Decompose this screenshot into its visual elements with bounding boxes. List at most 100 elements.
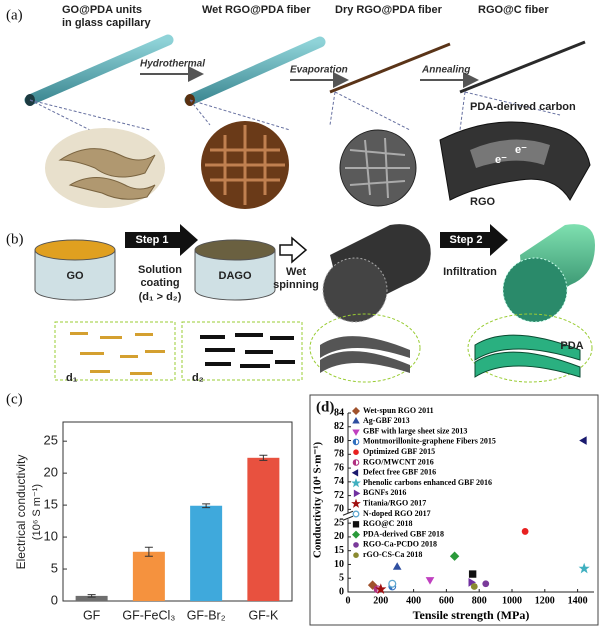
process-label: coating [140, 277, 179, 289]
electron: e⁻ [515, 144, 527, 156]
x-tick-label: 800 [472, 595, 487, 606]
legend-label: RGO-Ca-PCDO 2018 [363, 540, 437, 549]
process-label: spinning [273, 279, 319, 291]
spacing-label: d₂ [192, 372, 204, 384]
y-axis-label: (10⁶ S m⁻¹) [31, 484, 43, 540]
x-tick-label: GF-FeCl₃ [122, 608, 175, 622]
panel-frame [309, 394, 599, 626]
stage-label: Wet RGO@PDA fiber [202, 4, 311, 16]
bar [190, 505, 223, 601]
marker [578, 562, 590, 574]
go-flakes [70, 332, 165, 375]
marker [353, 542, 359, 548]
spacing-label: d₁ [66, 372, 78, 384]
go-sheets [58, 148, 156, 200]
capillary [24, 34, 174, 106]
panel-c: (c) Electrical conductivity (10⁶ S m⁻¹) … [6, 391, 293, 622]
bar [75, 595, 108, 601]
stage-label: RGO@C fiber [478, 4, 549, 16]
panel-label: (d) [316, 399, 334, 415]
callout: PDA-derived carbon [470, 101, 576, 113]
marker [353, 489, 361, 498]
y-tick-label: 10 [334, 559, 344, 570]
marker [352, 521, 360, 528]
y-tick-label: 70 [334, 504, 344, 515]
marker [353, 449, 359, 456]
step-label: Step 1 [135, 234, 168, 246]
y-tick-label: 20 [334, 531, 344, 542]
wet-fiber-texture [205, 125, 285, 205]
stage-label: GO@PDA units [62, 4, 142, 16]
callout: RGO [470, 196, 496, 208]
legend-label: Wet-spun RGO 2011 [363, 406, 434, 415]
panel-b: (b) GO DAGO Step 1 Solution coating (d₁ … [6, 224, 595, 384]
marker [351, 477, 361, 488]
legend-label: Optimized GBF 2015 [363, 447, 435, 456]
legend-label: Titania/RGO 2017 [363, 499, 426, 508]
rgo-layer [470, 139, 550, 168]
process-label: Solution [138, 264, 182, 276]
stage-label: Dry RGO@PDA fiber [335, 4, 443, 16]
process-label: (d₁ > d₂) [139, 291, 182, 303]
legend-label: GBF with large sheet size 2013 [363, 426, 467, 435]
x-axis-label: Tensile strength (MPa) [413, 608, 530, 622]
go-solution [34, 239, 116, 261]
y-tick-label: 10 [44, 529, 58, 544]
marker [468, 570, 477, 578]
y-tick-label: 20 [44, 465, 58, 480]
y-tick-label: 72 [334, 490, 344, 501]
marker [352, 510, 360, 518]
legend-label: BGNFs 2016 [363, 488, 406, 497]
marker [352, 417, 360, 424]
marker [392, 562, 402, 570]
panel-a: (a) GO@PDA units in glass capillary Wet … [6, 4, 591, 209]
step-arrow [440, 224, 508, 256]
legend-label: N-doped RGO 2017 [363, 509, 431, 518]
y-tick-label: 15 [44, 497, 58, 512]
vessel-label: GO [66, 270, 84, 282]
zoom-frames [54, 313, 593, 383]
legend-label: rGO-CS-Ca 2018 [363, 550, 422, 559]
marker [425, 577, 435, 585]
coated-layers [474, 334, 581, 378]
y-axis-label: Conductivity (10⁴ S·m⁻¹) [312, 442, 324, 559]
y-tick-label: 0 [339, 586, 344, 597]
coating-label: PDA [560, 340, 583, 352]
marker [351, 406, 361, 416]
spin-arrow [279, 236, 308, 264]
dry-fiber-texture [345, 137, 410, 199]
y-tick-label: 5 [339, 573, 344, 584]
x-tick-label: 1400 [568, 595, 588, 606]
marker [352, 438, 360, 446]
x-tick-label: GF-K [248, 608, 279, 622]
legend-label: Montmorillonite-graphene Fibers 2015 [363, 437, 496, 446]
y-tick-label: 0 [51, 592, 58, 607]
legend-label: RGO/MWCNT 2016 [363, 457, 434, 466]
legend-label: Phenolic carbons enhanced GBF 2016 [363, 478, 492, 487]
marker [351, 498, 361, 508]
x-tick-label: GF-Br₂ [187, 608, 226, 622]
x-tick-label: 1000 [502, 595, 522, 606]
x-tick-label: GF [83, 608, 101, 622]
error-bar [202, 503, 211, 509]
y-tick-label: 15 [334, 545, 344, 556]
x-tick-label: 200 [373, 595, 388, 606]
y-tick-label: 74 [334, 476, 344, 487]
marker [352, 459, 360, 466]
electron: e⁻ [495, 154, 507, 166]
stage-label: in glass capillary [62, 17, 152, 29]
legend-label: Ag-GBF 2013 [363, 416, 410, 425]
wet-fiber [184, 36, 326, 106]
x-tick-label: 600 [439, 595, 454, 606]
vessel-label: DAGO [219, 270, 252, 282]
coated-roll-end [502, 257, 568, 323]
error-bar [259, 454, 268, 461]
marker [353, 552, 359, 559]
vessel [34, 249, 116, 301]
y-tick-label: 82 [334, 421, 344, 432]
marker [482, 580, 490, 588]
step-label: Hydrothermal [140, 59, 205, 70]
error-bar [144, 546, 153, 557]
step-label: Step 2 [449, 234, 482, 246]
